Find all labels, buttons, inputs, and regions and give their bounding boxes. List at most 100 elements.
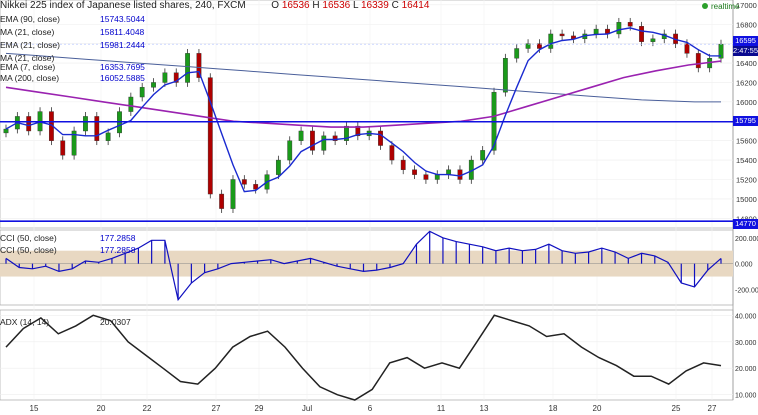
- candle: [695, 53, 701, 69]
- legend-name: MA (21, close): [0, 53, 55, 63]
- ohlc-low-value: 16339: [361, 0, 389, 11]
- x-tick-label: 22: [143, 404, 152, 413]
- legend-row[interactable]: MA (21, close): [0, 53, 64, 64]
- candle: [639, 25, 644, 42]
- legend-value: 15811.4048: [100, 27, 145, 37]
- candle: [241, 179, 247, 185]
- candle: [434, 174, 440, 180]
- adx-legend-name: ADX (14, 14): [0, 317, 50, 327]
- candle: [151, 82, 156, 88]
- x-tick-label: 18: [549, 404, 558, 413]
- candle: [593, 28, 599, 35]
- legend-value: 15981.2444: [100, 40, 145, 50]
- candle: [310, 130, 315, 151]
- candle: [684, 43, 690, 54]
- candle: [616, 22, 622, 35]
- candle: [26, 116, 32, 132]
- candle: [400, 159, 406, 170]
- candle: [502, 58, 508, 93]
- ohlc-high-label: H: [312, 0, 320, 11]
- adx-tick-label: 40.000: [735, 313, 757, 320]
- candle: [219, 193, 225, 209]
- x-tick-label: 27: [212, 404, 221, 413]
- candle: [332, 135, 338, 141]
- y-tick-label: 16200: [736, 78, 757, 87]
- adx-tick-label: 30.000: [735, 340, 757, 347]
- candle: [298, 130, 304, 141]
- adx-tick-label: 20.000: [735, 366, 757, 373]
- candle: [287, 140, 293, 161]
- y-tick-label: 16400: [736, 59, 757, 68]
- y-tick-label: 15400: [736, 156, 757, 165]
- candle: [253, 184, 259, 190]
- cci-legend-row[interactable]: CCI (50, close) 177.2858: [0, 245, 135, 256]
- candle: [321, 135, 327, 151]
- y-tick-label: 17000: [736, 1, 757, 10]
- candle: [94, 116, 100, 141]
- ema-90-line: [5, 60, 722, 128]
- y-tick-label: 15200: [736, 175, 757, 184]
- x-tick-label: 20: [97, 404, 106, 413]
- x-tick-label: 25: [672, 404, 681, 413]
- candle: [230, 179, 236, 209]
- candle: [3, 128, 9, 134]
- candle: [128, 96, 134, 112]
- y-tick-label: 16000: [736, 98, 757, 107]
- cci-line: [5, 230, 722, 302]
- legend-name: MA (21, close): [0, 27, 55, 37]
- x-tick-label: 20: [593, 404, 602, 413]
- cci-legend-value: 177.2858: [100, 233, 136, 243]
- cci-tick-label: 0.000: [735, 262, 753, 269]
- legend-row[interactable]: MA (200, close) 16052.5885: [0, 73, 145, 84]
- last-price-label: 16595: [733, 36, 758, 46]
- x-tick-label: 15: [30, 404, 39, 413]
- y-tick-label: 16800: [736, 20, 757, 29]
- legend-row[interactable]: EMA (21, close) 15981.2444: [0, 40, 145, 51]
- legend-row[interactable]: EMA (90, close) 15743.5044: [0, 14, 145, 25]
- legend-name: EMA (21, close): [0, 40, 60, 50]
- candle: [173, 72, 179, 83]
- candle: [548, 33, 554, 49]
- adx-line: [5, 314, 722, 401]
- adx-legend-row[interactable]: ADX (14, 14) 20.0307: [0, 317, 131, 328]
- cci-legend-value: 177.2858: [100, 245, 136, 255]
- candle: [389, 145, 395, 161]
- legend-name: MA (200, close): [0, 73, 60, 83]
- ohlc-open-value: 16536: [281, 0, 310, 11]
- candle: [412, 169, 417, 175]
- x-tick-label: 27: [708, 404, 717, 413]
- cci-tick-label: 200.000: [735, 236, 758, 243]
- y-tick-label: 14800: [736, 214, 757, 223]
- candle: [83, 116, 88, 132]
- cci-legend-row[interactable]: CCI (50, close) 177.2858: [0, 233, 135, 244]
- countdown-label: 2:47:55: [733, 46, 758, 56]
- legend-value: 15743.5044: [100, 14, 145, 24]
- symbol-title: Nikkei 225 index of Japanese listed shar…: [0, 0, 246, 11]
- lower-level-label: 14770: [733, 219, 758, 229]
- legend-name: EMA (90, close): [0, 14, 60, 24]
- realtime-badge: realtime: [702, 2, 739, 11]
- legend-row[interactable]: MA (21, close) 15811.4048: [0, 27, 144, 38]
- ema-7-line: [5, 27, 722, 193]
- adx-tick-label: 10.000: [735, 393, 757, 400]
- legend-row[interactable]: EMA (7, close) 16353.7695: [0, 62, 145, 73]
- candle: [514, 48, 520, 59]
- candle: [525, 43, 531, 49]
- legend-name: EMA (7, close): [0, 62, 56, 72]
- candle: [650, 38, 656, 42]
- candle: [559, 33, 565, 37]
- ohlc-close-label: C: [391, 0, 399, 11]
- candle: [185, 53, 190, 83]
- candle: [207, 77, 213, 195]
- upper-level-label: 15795: [733, 116, 758, 126]
- live-dot-icon: [702, 3, 708, 9]
- candle: [196, 53, 202, 78]
- candle: [344, 125, 349, 141]
- cci-legend-name: CCI (50, close): [0, 245, 57, 255]
- candle: [71, 130, 77, 156]
- y-tick-label: 15600: [736, 137, 757, 146]
- y-tick-label: 15000: [736, 195, 757, 204]
- candle: [378, 130, 383, 146]
- ohlc-close-value: 16414: [401, 0, 430, 11]
